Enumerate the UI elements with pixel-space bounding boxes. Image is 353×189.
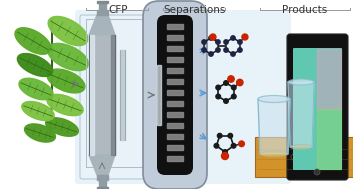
Polygon shape	[46, 118, 78, 136]
Circle shape	[238, 48, 242, 52]
Circle shape	[239, 141, 244, 147]
Polygon shape	[97, 187, 108, 189]
Polygon shape	[99, 180, 106, 187]
FancyBboxPatch shape	[75, 10, 291, 184]
Circle shape	[231, 52, 235, 56]
Polygon shape	[89, 15, 115, 35]
Circle shape	[221, 153, 228, 160]
FancyBboxPatch shape	[255, 137, 353, 177]
Polygon shape	[17, 53, 53, 76]
Polygon shape	[167, 46, 183, 51]
Circle shape	[209, 52, 213, 56]
Circle shape	[242, 34, 248, 40]
Polygon shape	[97, 1, 108, 3]
FancyBboxPatch shape	[80, 15, 154, 179]
Ellipse shape	[288, 79, 314, 85]
Polygon shape	[167, 24, 183, 29]
Polygon shape	[22, 101, 54, 121]
Circle shape	[202, 40, 206, 44]
Polygon shape	[167, 57, 183, 62]
Polygon shape	[47, 69, 85, 93]
Circle shape	[217, 133, 222, 138]
Polygon shape	[48, 43, 89, 71]
Text: Products: Products	[282, 5, 328, 15]
Circle shape	[223, 150, 227, 154]
Polygon shape	[167, 101, 183, 106]
Polygon shape	[167, 156, 183, 161]
Circle shape	[238, 40, 242, 44]
Circle shape	[216, 40, 220, 44]
Polygon shape	[19, 78, 53, 100]
Polygon shape	[167, 90, 183, 95]
Polygon shape	[99, 3, 106, 10]
Text: CFP: CFP	[108, 5, 128, 15]
Circle shape	[224, 99, 228, 103]
Polygon shape	[15, 28, 51, 54]
Polygon shape	[167, 134, 183, 139]
Circle shape	[214, 143, 219, 148]
FancyBboxPatch shape	[143, 1, 207, 189]
Polygon shape	[97, 10, 108, 15]
Polygon shape	[167, 79, 183, 84]
Circle shape	[216, 85, 221, 90]
Polygon shape	[120, 50, 125, 140]
Circle shape	[216, 94, 221, 99]
Polygon shape	[111, 35, 115, 155]
Circle shape	[228, 76, 234, 82]
Polygon shape	[167, 68, 183, 73]
Circle shape	[231, 36, 235, 40]
FancyBboxPatch shape	[157, 15, 193, 175]
Circle shape	[224, 48, 228, 52]
FancyBboxPatch shape	[293, 48, 342, 170]
Polygon shape	[47, 94, 83, 116]
Circle shape	[202, 48, 206, 52]
Polygon shape	[167, 112, 183, 117]
Polygon shape	[317, 109, 341, 169]
Polygon shape	[167, 35, 183, 40]
Circle shape	[210, 34, 216, 40]
Polygon shape	[167, 145, 183, 150]
Circle shape	[224, 81, 228, 85]
Polygon shape	[48, 16, 88, 46]
Polygon shape	[288, 82, 314, 147]
Circle shape	[209, 36, 213, 40]
Circle shape	[232, 94, 236, 99]
Circle shape	[237, 79, 243, 86]
Polygon shape	[97, 175, 108, 180]
Circle shape	[224, 40, 228, 44]
Circle shape	[228, 133, 233, 138]
Polygon shape	[157, 65, 161, 125]
Ellipse shape	[258, 95, 290, 102]
Polygon shape	[317, 49, 341, 109]
Circle shape	[232, 85, 236, 90]
Polygon shape	[89, 35, 94, 155]
Circle shape	[216, 48, 220, 52]
Ellipse shape	[290, 145, 312, 149]
Circle shape	[314, 169, 320, 175]
Circle shape	[231, 143, 236, 148]
Polygon shape	[89, 35, 115, 155]
Ellipse shape	[260, 151, 288, 157]
Text: Separations: Separations	[164, 5, 226, 15]
FancyBboxPatch shape	[287, 34, 348, 180]
Polygon shape	[258, 99, 290, 154]
Polygon shape	[89, 155, 115, 175]
Polygon shape	[167, 123, 183, 128]
Polygon shape	[25, 124, 55, 142]
